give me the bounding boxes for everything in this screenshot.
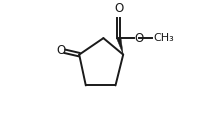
Text: O: O	[114, 2, 123, 15]
Polygon shape	[117, 38, 123, 55]
Text: O: O	[57, 44, 66, 57]
Text: CH₃: CH₃	[153, 33, 174, 43]
Text: O: O	[135, 32, 144, 45]
